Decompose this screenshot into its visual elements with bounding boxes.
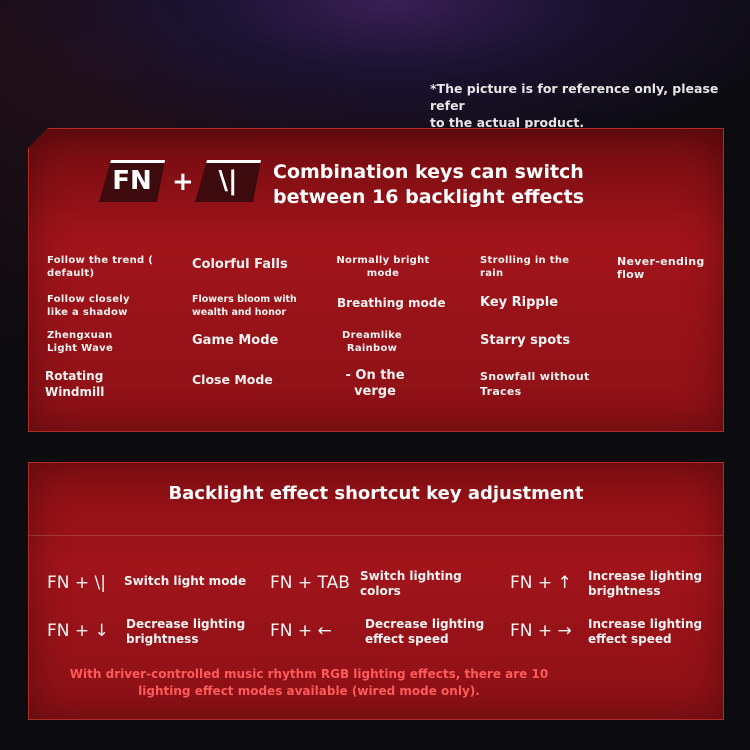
shortcut-keys: FN + → — [510, 621, 572, 641]
shortcut-keys: FN + \| — [47, 573, 107, 593]
effect-item: Strolling in the rain — [480, 255, 570, 279]
disclaimer-note: *The picture is for reference only, plea… — [430, 80, 750, 131]
combination-title: Combination keys can switch between 16 b… — [273, 160, 584, 210]
shortcut-keys-panel: Backlight effect shortcut key adjustment… — [28, 462, 724, 720]
fn-key-badge: FN — [99, 160, 165, 202]
disclaimer-line: to the actual product. — [430, 115, 585, 130]
effect-item: - On the verge — [345, 368, 405, 399]
disclaimer-line: *The picture is for reference only, plea… — [430, 81, 719, 113]
effect-item: Flowers bloom with wealth and honor — [192, 294, 297, 318]
shortcut-keys: FN + ← — [270, 621, 332, 641]
shortcut-keys: FN + ↓ — [47, 621, 109, 641]
effect-item: Key Ripple — [480, 295, 559, 310]
title-line: Combination keys can switch — [273, 161, 584, 183]
shortcut-keys: FN + TAB — [270, 573, 350, 593]
shortcut-label: Decrease lighting effect speed — [365, 617, 485, 646]
backslash-key-badge: \| — [195, 160, 261, 202]
plus-sign: + — [172, 167, 194, 197]
effect-item: Follow the trend ( default) — [47, 255, 154, 279]
shortcut-label: Decrease lighting brightness — [126, 617, 246, 646]
effect-item: Game Mode — [192, 333, 279, 348]
effect-item: Never-ending flow — [617, 255, 705, 281]
title-line: between 16 backlight effects — [273, 186, 585, 208]
effect-item: Dreamlike Rainbow — [342, 330, 402, 354]
effect-item: Snowfall without Traces — [480, 370, 590, 398]
effect-item: Breathing mode — [337, 296, 446, 310]
shortcut-label: Switch light mode — [124, 574, 247, 588]
divider — [29, 535, 723, 536]
effect-item: Normally bright mode — [336, 255, 430, 279]
shortcut-label: Switch lighting colors — [360, 569, 462, 598]
footer-line: lighting effect modes available (wired m… — [138, 684, 480, 698]
shortcut-keys: FN + ↑ — [510, 573, 572, 593]
shortcut-label: Increase lighting effect speed — [588, 617, 703, 646]
effect-item: Rotating Windmill — [45, 369, 105, 399]
combination-keys-panel: FN + \| Combination keys can switch betw… — [28, 128, 724, 432]
effect-item: Follow closely like a shadow — [47, 294, 130, 318]
effect-item: Close Mode — [192, 372, 273, 387]
shortcut-label: Increase lighting brightness — [588, 569, 703, 598]
footer-line: With driver-controlled music rhythm RGB … — [69, 667, 549, 681]
effect-item: Zhengxuan Light Wave — [47, 330, 114, 354]
effect-item: Colorful Falls — [192, 257, 288, 272]
footer-note: With driver-controlled music rhythm RGB … — [49, 666, 569, 700]
backslash-key-label: \| — [218, 166, 238, 196]
shortcut-title: Backlight effect shortcut key adjustment — [168, 483, 584, 504]
effect-item: Starry spots — [480, 333, 571, 348]
fn-key-label: FN — [112, 166, 152, 196]
